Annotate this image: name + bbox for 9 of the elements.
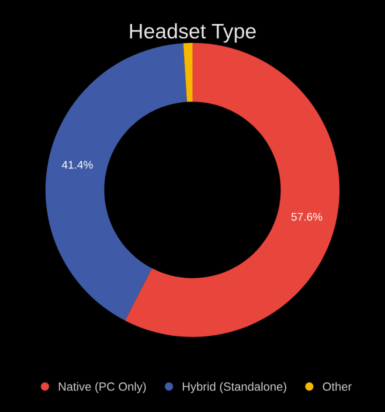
donut-slice (124, 42, 340, 337)
data-label: 57.6% (291, 212, 322, 221)
donut-slice (45, 43, 187, 321)
donut-slice (183, 42, 192, 102)
chart-title: Headset Type (130, 23, 256, 43)
data-label: 41.4% (62, 160, 93, 169)
legend-label: Native (PC Only) (58, 382, 146, 394)
legend-label: Other (322, 382, 352, 391)
legend-label: Hybrid (Standalone) (182, 382, 286, 394)
